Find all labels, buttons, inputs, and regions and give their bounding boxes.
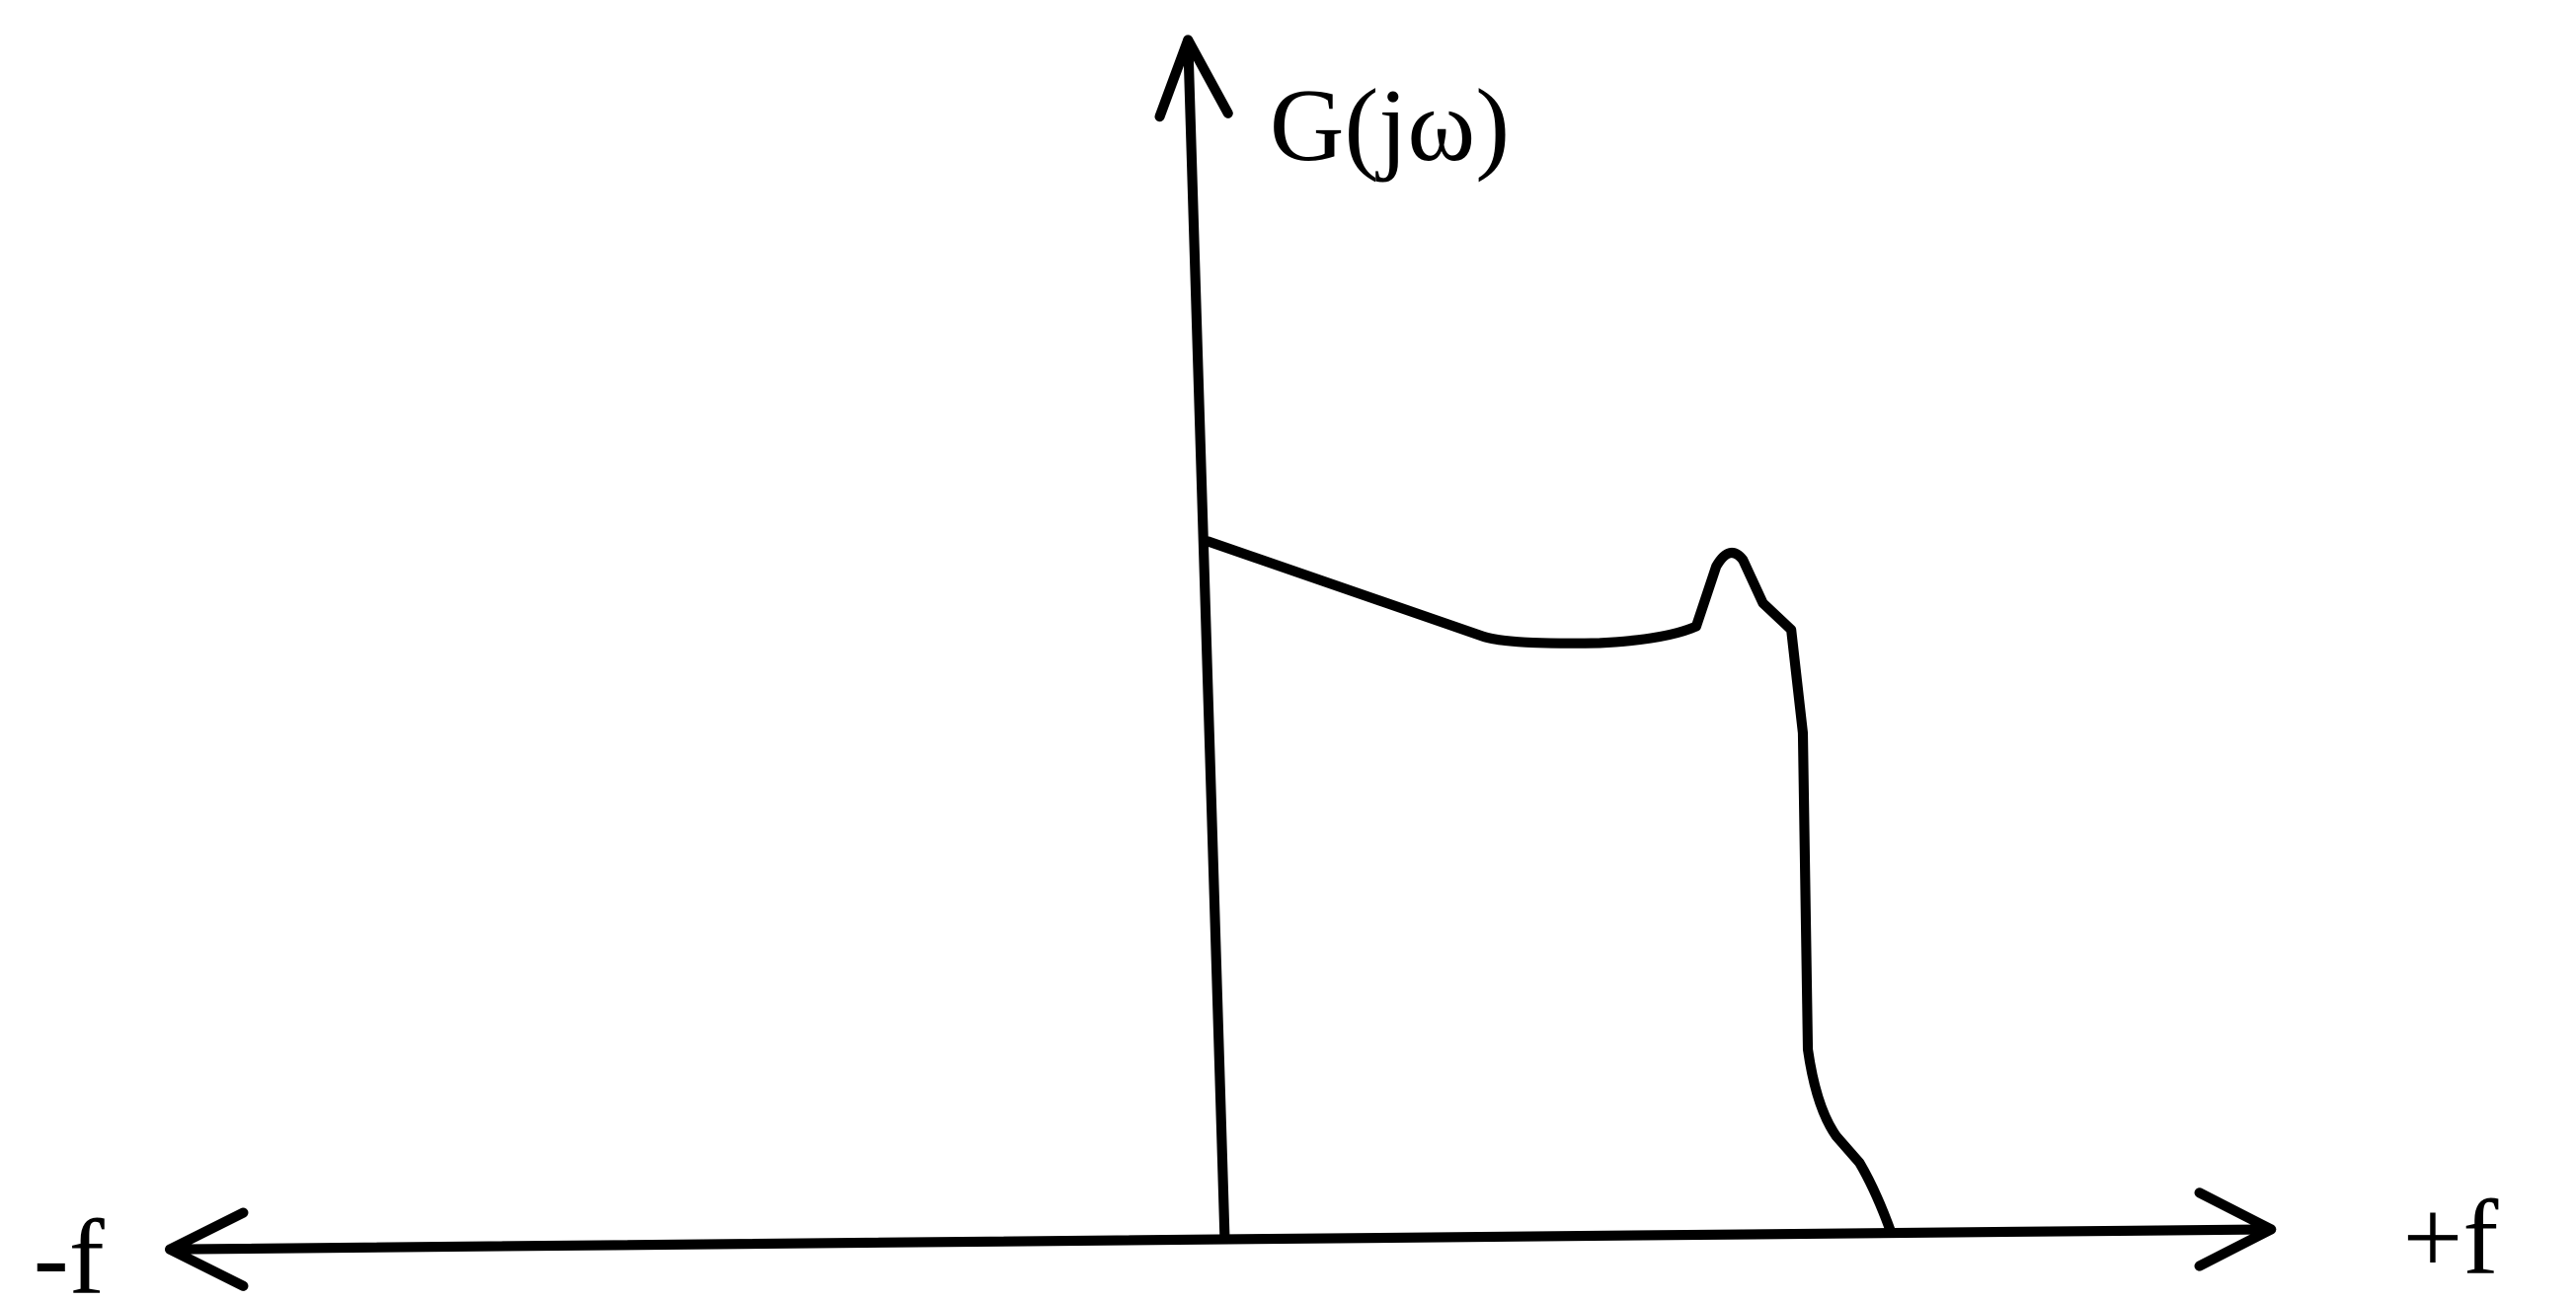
right-arrowhead bbox=[2194, 1187, 2277, 1271]
left-arrowhead bbox=[165, 1207, 249, 1291]
positive-frequency-label: +f bbox=[2402, 1179, 2498, 1296]
y-axis-label: G(jω) bbox=[1270, 68, 1510, 183]
negative-frequency-label: -f bbox=[34, 1199, 105, 1301]
spectrum-curve bbox=[1203, 536, 1897, 1238]
vertical-arrowhead bbox=[1154, 35, 1233, 122]
vertical-axis bbox=[1183, 35, 1230, 1242]
horizontal-axis bbox=[165, 1224, 2277, 1255]
